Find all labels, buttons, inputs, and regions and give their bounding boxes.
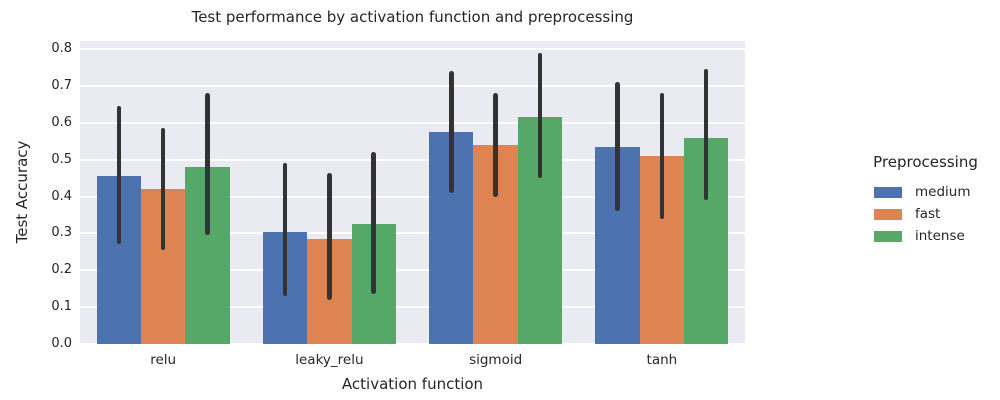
x-tick-label-tanh: tanh bbox=[646, 352, 678, 368]
legend-entry-fast: fast bbox=[853, 203, 998, 225]
y-tick-label: 0.8 bbox=[51, 41, 72, 57]
errorbar-medium-tanh bbox=[615, 82, 620, 212]
legend-entries: medium fast intense bbox=[853, 181, 998, 247]
errorbar-fast-relu bbox=[160, 128, 166, 250]
errorbar-medium-sigmoid bbox=[449, 71, 454, 193]
legend-swatch-medium bbox=[874, 186, 902, 198]
y-tick-label: 0.6 bbox=[51, 114, 72, 130]
y-tick-label: 0.5 bbox=[51, 151, 72, 167]
legend-swatch-fast bbox=[874, 208, 902, 220]
legend-entry-intense: intense bbox=[853, 225, 998, 247]
errorbar-fast-tanh bbox=[659, 93, 665, 219]
errorbar-intense-sigmoid bbox=[537, 52, 543, 179]
y-tick-label: 0.7 bbox=[51, 77, 72, 93]
y-tick-label: 0.1 bbox=[51, 299, 72, 315]
gridline-0.7 bbox=[80, 84, 745, 87]
errorbar-medium-relu bbox=[116, 106, 122, 245]
chart-title: Test performance by activation function … bbox=[191, 8, 634, 26]
errorbar-fast-leaky_relu bbox=[327, 172, 332, 300]
y-axis-label: Test Accuracy bbox=[13, 140, 31, 244]
legend-label: intense bbox=[915, 228, 965, 244]
errorbar-intense-leaky_relu bbox=[371, 152, 376, 295]
x-tick-label-sigmoid: sigmoid bbox=[469, 352, 523, 368]
legend-label: fast bbox=[915, 206, 941, 222]
errorbar-intense-tanh bbox=[703, 69, 709, 201]
plot-area bbox=[80, 41, 745, 344]
y-tick-label: 0.2 bbox=[51, 262, 72, 278]
y-tick-label: 0.3 bbox=[51, 225, 72, 241]
legend-entry-medium: medium bbox=[853, 181, 998, 203]
legend: Preprocessing medium fast intense bbox=[853, 153, 998, 247]
gridline-0.5 bbox=[80, 158, 745, 161]
x-tick-label-leaky_relu: leaky_relu bbox=[295, 352, 364, 368]
gridline-0.0 bbox=[80, 343, 745, 344]
legend-swatch-intense bbox=[874, 230, 902, 242]
y-tick-label: 0.0 bbox=[51, 336, 72, 351]
x-tick-label-relu: relu bbox=[150, 352, 177, 368]
errorbar-medium-leaky_relu bbox=[282, 163, 288, 297]
legend-label: medium bbox=[915, 184, 971, 200]
gridline-0.8 bbox=[80, 48, 745, 51]
errorbar-fast-sigmoid bbox=[493, 93, 498, 197]
gridline-0.6 bbox=[80, 121, 745, 124]
y-tick-label: 0.4 bbox=[51, 188, 72, 204]
gridline-0.1 bbox=[80, 306, 745, 309]
errorbar-intense-relu bbox=[205, 93, 210, 236]
gridline-0.3 bbox=[80, 232, 745, 235]
gridline-0.2 bbox=[80, 269, 745, 272]
legend-title: Preprocessing bbox=[873, 153, 978, 171]
gridline-0.4 bbox=[80, 195, 745, 198]
x-axis-label: Activation function bbox=[341, 375, 484, 393]
